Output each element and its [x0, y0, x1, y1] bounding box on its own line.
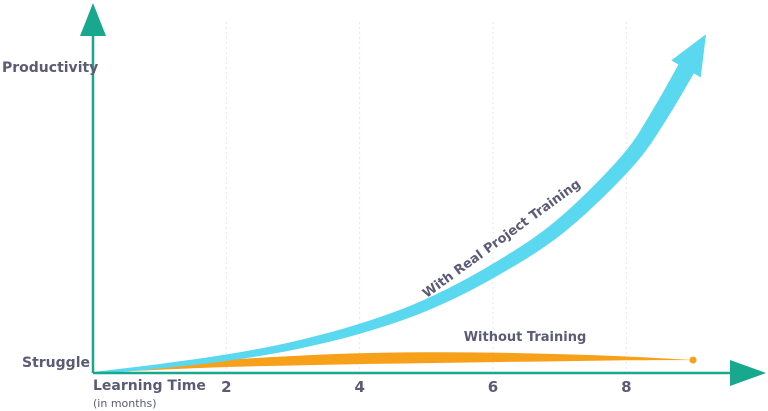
axes	[80, 3, 766, 386]
y-axis-arrow	[80, 3, 106, 36]
x-axis-subtitle: (in months)	[93, 397, 157, 410]
grid-lines	[225, 22, 627, 373]
series-label-with-real-project-training: With Real Project Training	[420, 177, 584, 302]
x-axis-arrow	[730, 360, 766, 386]
x-tick-label-4: 4	[354, 378, 364, 396]
x-tick-label-2: 2	[221, 378, 231, 396]
x-tick-label-8: 8	[621, 378, 631, 396]
series-without-training	[93, 352, 693, 373]
x-axis-title: Learning Time	[93, 378, 206, 394]
y-axis-top-label: Productivity	[2, 60, 99, 76]
series-with-real-project-training	[92, 52, 701, 374]
series-label-without-training: Without Training	[464, 330, 587, 345]
x-tick-label-6: 6	[488, 378, 498, 396]
x-tick-labels: 2 4 6 8	[221, 378, 631, 396]
series-without-training-endpoint	[689, 356, 697, 364]
y-axis-bottom-label: Struggle	[22, 355, 90, 371]
series-with-real-project-training-arrowhead	[671, 34, 706, 78]
series-layer	[92, 34, 706, 374]
